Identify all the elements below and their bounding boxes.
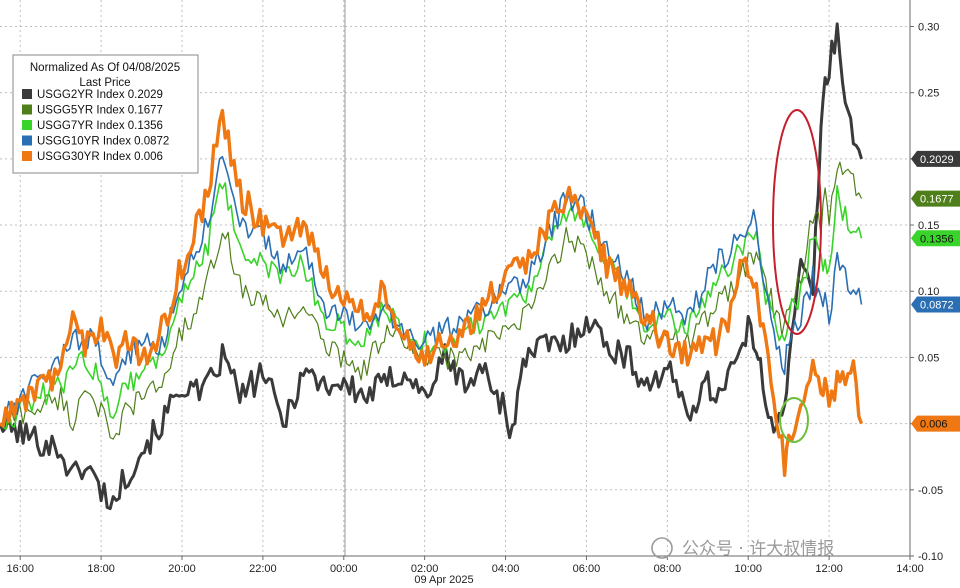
last-value-tag: 0.1356 xyxy=(911,230,960,247)
y-tick-label: -0.05 xyxy=(918,485,943,497)
x-tick-labels: 16:00 18:00 20:00 22:00 00:00 02:00 04:00 06:00… xyxy=(6,556,924,575)
series-line-usgg2yr-index xyxy=(0,22,863,511)
x-tick-label: 18:00 xyxy=(87,563,115,575)
last-value-tag-bg xyxy=(911,415,960,432)
watermark-text: 公众号 · 许大叔情报 xyxy=(682,539,834,559)
legend-swatch xyxy=(22,104,32,115)
legend-subtitle: Last Price xyxy=(79,77,130,89)
highlight-ellipse-red xyxy=(772,109,822,335)
legend-swatch xyxy=(22,120,32,130)
x-tick-label: 04:00 xyxy=(492,563,520,575)
series-layer xyxy=(0,22,864,511)
last-value-tag: 0.0872 xyxy=(911,296,960,313)
y-tick-label: 0.30 xyxy=(918,21,939,33)
last-value-labels: 0.2029 0.1677 0.1356 0.0872 0.006 xyxy=(911,150,960,432)
last-value-tag: 0.006 xyxy=(911,415,960,432)
last-value-text: 0.006 xyxy=(920,419,948,431)
x-tick-label: 20:00 xyxy=(168,563,196,575)
y-tick-label: -0.10 xyxy=(918,551,943,563)
last-value-tag-bg xyxy=(911,190,960,207)
y-tick-label: 0.25 xyxy=(918,88,939,100)
legend-swatch xyxy=(22,135,32,146)
highlight-ellipse-green xyxy=(779,397,809,443)
y-tick-label: 0.05 xyxy=(918,352,939,364)
watermark: 公众号 · 许大叔情报 xyxy=(651,537,834,559)
last-value-text: 0.1677 xyxy=(920,194,954,206)
x-tick-label: 22:00 xyxy=(249,563,277,575)
y-tick-label: 0.10 xyxy=(918,286,939,298)
wechat-icon xyxy=(651,537,673,559)
legend-entry: USGG10YR Index 0.0872 xyxy=(37,136,169,148)
last-value-tag-bg xyxy=(911,150,960,167)
legend-swatch xyxy=(22,151,32,161)
legend: Normalized As Of 04/08/2025 Last Price U… xyxy=(12,54,199,174)
last-value-text: 0.0872 xyxy=(920,299,954,311)
legend-swatch xyxy=(22,89,32,99)
x-tick-label: 10:00 xyxy=(734,563,762,575)
x-tick-label: 06:00 xyxy=(573,563,601,575)
y-tick-label: 0.15 xyxy=(918,220,939,232)
legend-entry: USGG7YR Index 0.1356 xyxy=(37,120,163,132)
x-tick-label: 12:00 xyxy=(815,563,843,575)
last-value-text: 0.2029 xyxy=(920,154,954,166)
last-value-tag: 0.1677 xyxy=(911,190,960,207)
series-line-usgg30yr-index xyxy=(0,108,864,477)
y-tick-labels: -0.10-0.050.000.050.100.150.200.250.30 xyxy=(910,21,943,563)
last-value-tag: 0.2029 xyxy=(911,150,960,167)
legend-title: Normalized As Of 04/08/2025 xyxy=(30,62,180,74)
x-tick-label: 14:00 xyxy=(896,563,924,575)
x-tick-label: 16:00 xyxy=(6,563,34,575)
last-value-tag-bg xyxy=(911,230,960,247)
x-tick-label: 00:00 xyxy=(330,563,358,575)
legend-entry: USGG2YR Index 0.2029 xyxy=(37,89,163,101)
legend-entry: USGG30YR Index 0.006 xyxy=(37,151,163,163)
last-value-tag-bg xyxy=(911,296,960,313)
legend-entry: USGG5YR Index 0.1677 xyxy=(37,105,163,117)
legend-box xyxy=(12,54,199,174)
x-axis-date-label: 09 Apr 2025 xyxy=(414,574,473,586)
x-tick-label: 08:00 xyxy=(654,563,682,575)
x-tick-label: 02:00 xyxy=(411,563,439,575)
last-value-text: 0.1356 xyxy=(920,233,954,245)
